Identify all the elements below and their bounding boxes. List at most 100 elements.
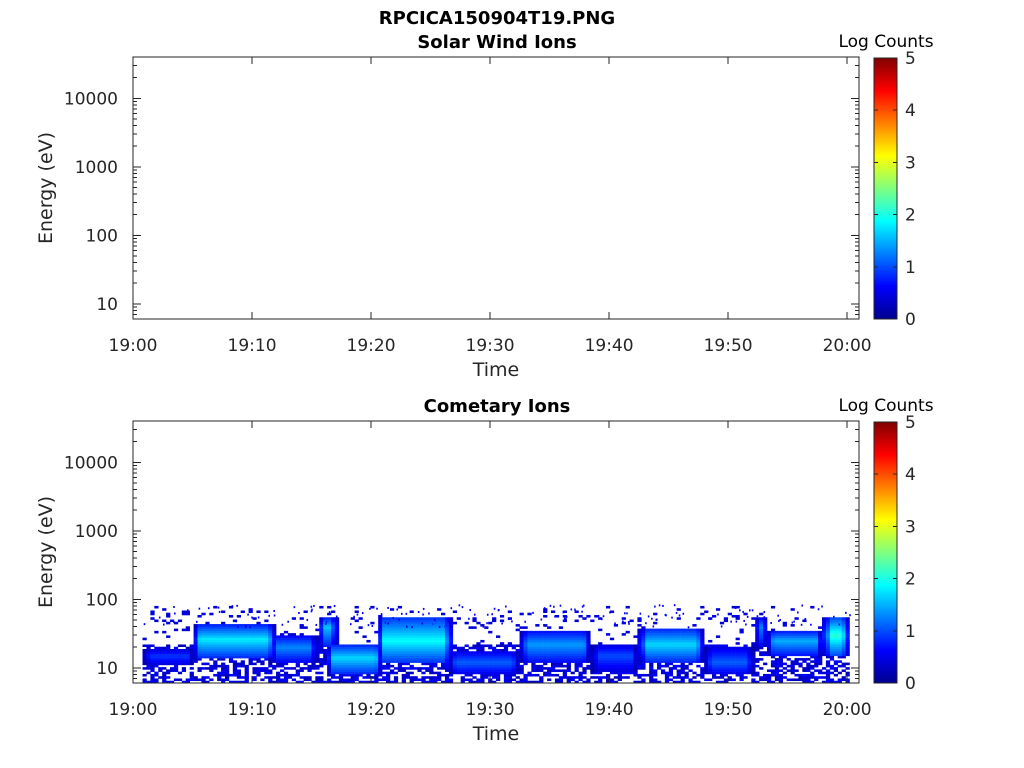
spectrogram-cell (825, 619, 831, 623)
spectrogram-cell (433, 624, 438, 627)
sparse-count (411, 626, 413, 629)
spectrogram-cell (252, 667, 257, 670)
spectrogram-cell (311, 664, 316, 668)
spectrogram-cell (358, 660, 363, 663)
spectrogram-cell (605, 646, 611, 650)
spectrogram-cell (818, 626, 823, 629)
spectrogram-cell (554, 635, 560, 638)
spectrogram-cell (574, 642, 579, 645)
spectrogram-cell (598, 646, 603, 650)
spectrogram-cell (323, 651, 328, 654)
spectrogram-cell (684, 639, 689, 643)
spectrogram-cell (833, 651, 838, 654)
sparse-count (237, 625, 239, 628)
spectrogram-cell (751, 653, 756, 657)
spectrogram-cell (256, 628, 261, 632)
spectrogram-cell (515, 664, 520, 668)
spectrogram-cell (609, 660, 615, 663)
spectrogram-cell (456, 669, 461, 672)
spectrogram-cell (299, 637, 304, 641)
spectrogram-cell (315, 680, 320, 684)
spectrogram-cell (272, 651, 277, 654)
spectrogram-cell (272, 637, 277, 641)
spectrogram-cell (401, 660, 406, 663)
spectrogram-cell (496, 662, 501, 666)
spectrogram-cell (287, 655, 293, 659)
spectrogram-cell (515, 644, 520, 648)
spectrogram-cell (535, 642, 540, 645)
spectrogram-cell (319, 676, 324, 679)
spectrogram-cell (657, 639, 662, 643)
spectrogram-cell (213, 651, 218, 654)
spectrogram-cell (696, 664, 701, 668)
spectrogram-cell (496, 655, 501, 659)
spectrogram-cell (605, 662, 611, 666)
spectrogram-cell (550, 673, 556, 677)
spectrogram-cell (421, 639, 426, 643)
spectrogram-cell (680, 678, 685, 682)
spectrogram-cell (437, 635, 442, 638)
spectrogram-cell (150, 678, 155, 682)
spectrogram-cell (594, 667, 599, 670)
spectrogram-cell (170, 649, 175, 652)
spectrogram-cell (747, 671, 752, 675)
spectrogram-cell (444, 637, 450, 641)
spectrogram-cell (645, 644, 650, 648)
spectrogram-cell (405, 637, 410, 641)
spectrogram-cell (547, 669, 552, 672)
spectrogram-cell (590, 649, 595, 652)
spectrogram-cell (252, 676, 257, 679)
spectrogram-cell (649, 635, 654, 638)
spectrogram-cell (268, 676, 273, 679)
spectrogram-cell (177, 655, 183, 659)
x-tick-label: 20:00 (823, 336, 872, 356)
spectrogram-cell (664, 642, 670, 645)
spectrogram-cell (166, 646, 171, 650)
spectrogram-cell (170, 669, 175, 672)
spectrogram-cell (170, 662, 175, 666)
spectrogram-cell (201, 630, 206, 634)
spectrogram-cell (311, 662, 316, 666)
spectrogram-cell (519, 637, 524, 641)
spectrogram-cell (602, 646, 607, 650)
spectrogram-cell (452, 610, 458, 614)
spectrogram-cell (818, 644, 823, 648)
spectrogram-cell (193, 644, 198, 648)
spectrogram-cell (821, 639, 827, 643)
spectrogram-cell (374, 630, 379, 634)
spectrogram-cell (154, 658, 159, 661)
spectrogram-cell (574, 664, 579, 668)
spectrogram-cell (829, 653, 835, 657)
spectrogram-cell (759, 658, 764, 661)
spectrogram-cell (798, 637, 803, 641)
spectrogram-cell (389, 680, 395, 684)
spectrogram-cell (719, 621, 725, 625)
spectrogram-cell (480, 658, 485, 661)
spectrogram-cell (240, 676, 245, 679)
spectrogram-cell (790, 644, 795, 648)
spectrogram-cell (342, 651, 348, 654)
spectrogram-cell (637, 619, 642, 623)
spectrogram-cell (205, 667, 210, 670)
spectrogram-cell (476, 655, 481, 659)
spectrogram-cell (578, 653, 583, 657)
spectrogram-cell (425, 651, 430, 654)
spectrogram-cell (268, 649, 273, 652)
spectrogram-cell (841, 621, 846, 625)
spectrogram-cell (264, 626, 269, 629)
spectrogram-cell (739, 662, 744, 666)
spectrogram-cell (786, 653, 791, 657)
spectrogram-cell (437, 644, 442, 648)
spectrogram-cell (354, 664, 359, 668)
spectrogram-cell (323, 655, 328, 659)
spectrogram-cell (719, 667, 725, 670)
spectrogram-cell (421, 655, 426, 659)
spectrogram-cell (331, 655, 336, 659)
y-tick-label: 10 (96, 659, 118, 679)
spectrogram-cell (825, 642, 831, 645)
spectrogram-cell (252, 637, 257, 641)
spectrogram-cell (244, 624, 249, 627)
spectrogram-cell (350, 667, 355, 670)
spectrogram-cell (409, 635, 414, 638)
spectrogram-cell (782, 635, 787, 638)
